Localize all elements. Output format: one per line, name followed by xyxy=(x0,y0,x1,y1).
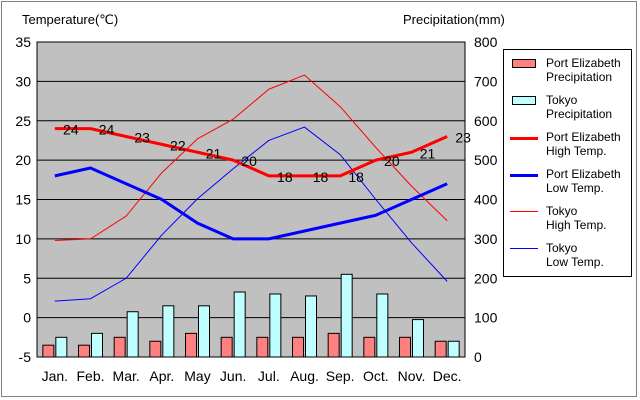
x-tick-label: Jul. xyxy=(258,368,280,384)
precip-bar xyxy=(185,332,197,358)
precip-bar xyxy=(340,273,353,358)
precip-bar xyxy=(399,336,411,358)
precip-bar xyxy=(256,336,269,358)
legend-swatch xyxy=(512,96,536,105)
legend-item: Tokyo Precipitation xyxy=(504,93,631,123)
left-tick-label: -5 xyxy=(19,349,32,365)
high-temp-data-label: 24 xyxy=(63,122,79,138)
legend-label: Port Elizabeth High Temp. xyxy=(546,130,621,158)
right-tick-label: 100 xyxy=(474,310,498,326)
precip-bar xyxy=(162,305,175,358)
precip-bar xyxy=(113,336,126,358)
legend-swatch xyxy=(512,59,536,68)
legend-swatch xyxy=(510,248,538,249)
precip-bar xyxy=(363,336,376,358)
legend-label: Port Elizabeth Precipitation xyxy=(546,56,621,84)
right-axis-title: Precipitation(mm) xyxy=(403,12,505,27)
high-temp-data-label: 21 xyxy=(206,145,222,161)
high-temp-data-label: 24 xyxy=(99,122,115,138)
precip-bar xyxy=(447,340,460,358)
precip-bar xyxy=(220,336,233,358)
precip-bar xyxy=(292,336,304,358)
legend-label: Tokyo Low Temp. xyxy=(546,241,604,269)
precip-bar xyxy=(269,293,282,358)
left-tick-label: 35 xyxy=(15,34,31,50)
high-temp-data-label: 21 xyxy=(420,145,436,161)
high-temp-data-label: 20 xyxy=(241,153,257,169)
right-tick-label: 600 xyxy=(474,113,498,129)
legend-label: Tokyo High Temp. xyxy=(546,204,607,232)
precip-bar xyxy=(42,344,55,358)
left-tick-label: 20 xyxy=(15,152,31,168)
temp-line xyxy=(54,74,448,241)
right-tick-label: 0 xyxy=(474,349,482,365)
x-tick-label: Feb. xyxy=(76,368,104,384)
temp-line xyxy=(54,126,448,302)
high-temp-data-label: 23 xyxy=(455,130,471,146)
precip-bar xyxy=(327,332,340,358)
high-temp-data-label: 20 xyxy=(384,153,400,169)
x-tick-label: Mar. xyxy=(113,368,140,384)
precip-bar xyxy=(91,332,103,358)
precip-bar xyxy=(78,344,90,358)
high-temp-data-label: 23 xyxy=(134,130,150,146)
precip-bar xyxy=(376,293,389,358)
precip-bar xyxy=(305,295,317,358)
x-tick-label: Oct. xyxy=(363,368,389,384)
left-tick-label: 0 xyxy=(23,310,31,326)
legend-item: Port Elizabeth Precipitation xyxy=(504,56,631,86)
legend-item: Port Elizabeth High Temp. xyxy=(504,130,631,160)
x-tick-label: Jan. xyxy=(42,368,68,384)
legend-item: Tokyo Low Temp. xyxy=(504,241,631,271)
right-tick-label: 200 xyxy=(474,270,498,286)
legend-swatch xyxy=(510,137,538,140)
legend-item: Tokyo High Temp. xyxy=(504,204,631,234)
legend-label: Tokyo Precipitation xyxy=(546,93,613,121)
right-tick-label: 500 xyxy=(474,152,498,168)
x-tick-label: Jun. xyxy=(220,368,246,384)
left-tick-label: 15 xyxy=(15,192,31,208)
precip-bar xyxy=(149,340,162,358)
precip-bar xyxy=(233,291,246,358)
precip-bar xyxy=(412,319,424,358)
x-tick-label: Apr. xyxy=(149,368,174,384)
right-tick-label: 300 xyxy=(474,231,498,247)
legend-swatch xyxy=(510,211,538,212)
left-tick-label: 5 xyxy=(23,270,31,286)
x-tick-label: Aug. xyxy=(290,368,319,384)
right-tick-label: 800 xyxy=(474,34,498,50)
legend-item: Port Elizabeth Low Temp. xyxy=(504,167,631,197)
precip-bar xyxy=(55,336,68,358)
high-temp-data-label: 18 xyxy=(313,169,329,185)
x-tick-label: Sep. xyxy=(326,368,355,384)
right-tick-label: 400 xyxy=(474,192,498,208)
x-tick-label: Nov. xyxy=(398,368,426,384)
high-temp-data-label: 18 xyxy=(348,169,364,185)
high-temp-data-label: 18 xyxy=(277,169,293,185)
precip-bar xyxy=(434,340,447,358)
legend: Port Elizabeth Precipitation Tokyo Precip… xyxy=(503,49,632,277)
left-tick-label: 25 xyxy=(15,113,31,129)
precip-bar xyxy=(198,305,210,358)
temp-line xyxy=(54,166,448,241)
left-tick-label: 10 xyxy=(15,231,31,247)
high-temp-data-label: 22 xyxy=(170,137,186,153)
legend-swatch xyxy=(510,174,538,177)
temp-line xyxy=(54,127,448,178)
right-tick-label: 700 xyxy=(474,73,498,89)
precip-bar xyxy=(126,311,139,358)
left-axis-title: Temperature(℃) xyxy=(22,12,119,27)
left-tick-label: 30 xyxy=(15,73,31,89)
x-tick-label: Dec. xyxy=(433,368,462,384)
x-tick-label: May xyxy=(184,368,210,384)
legend-label: Port Elizabeth Low Temp. xyxy=(546,167,621,195)
